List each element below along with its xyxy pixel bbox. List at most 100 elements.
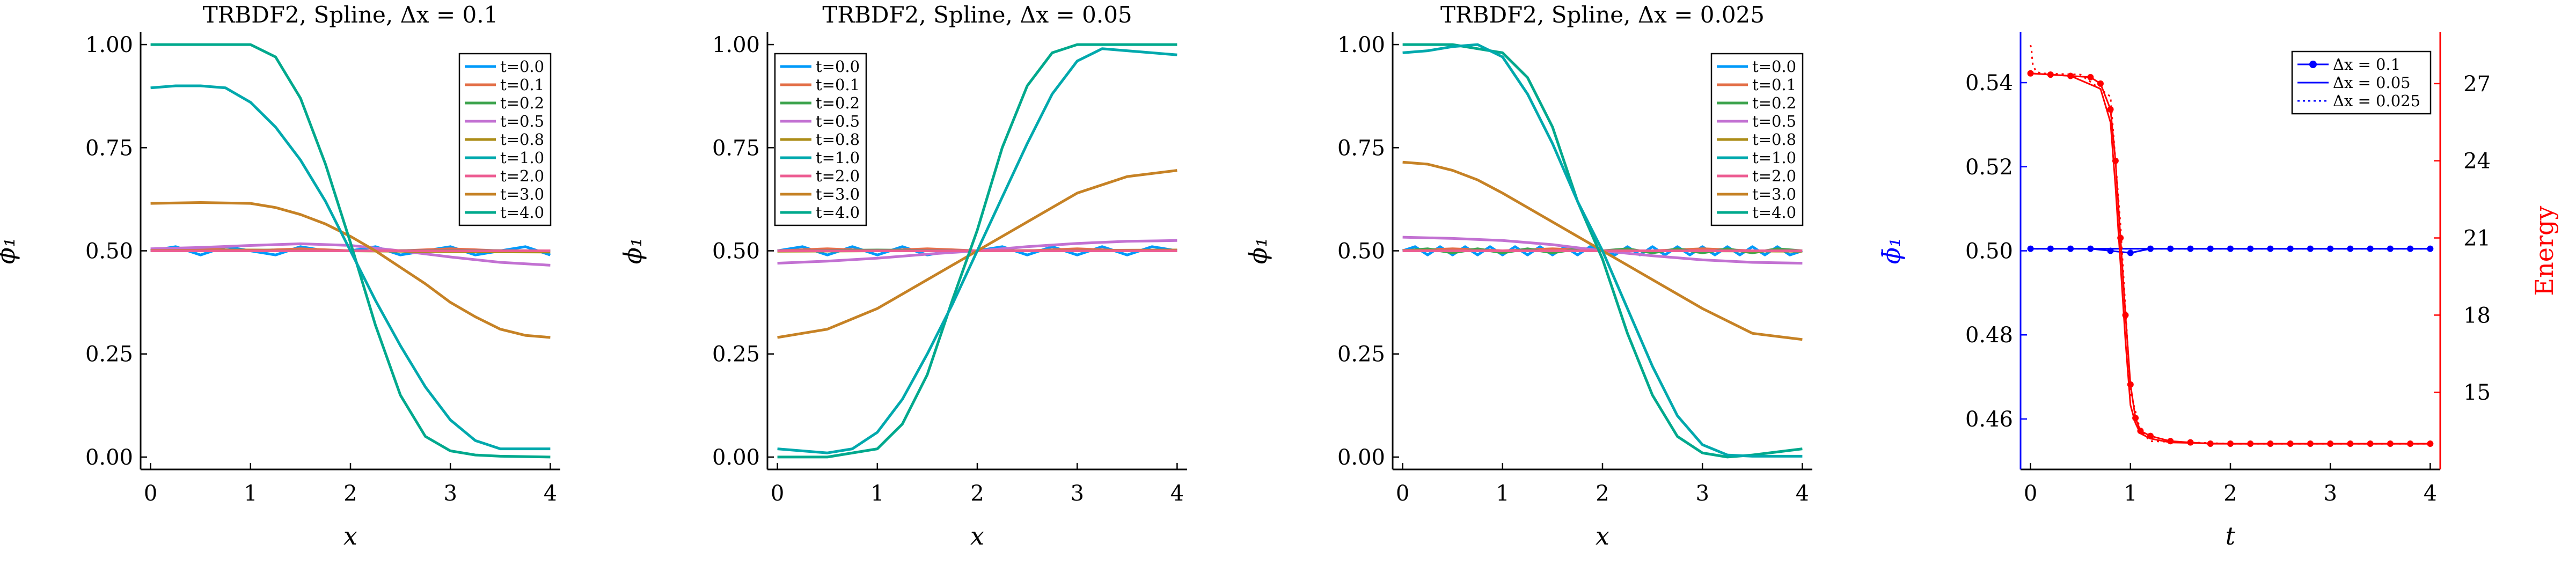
legend-entry: Δx = 0.05 <box>2333 73 2411 92</box>
legend-entry: t=0.2 <box>500 94 544 112</box>
legend-entry: Δx = 0.025 <box>2333 92 2420 110</box>
x-tick-label: 2 <box>343 481 357 506</box>
legend-entry: t=0.1 <box>816 76 860 94</box>
x-tick-label: 2 <box>2223 481 2237 506</box>
x-tick-label: 3 <box>1070 481 1084 506</box>
series-3-marker <box>2097 80 2104 87</box>
x-tick-label: 3 <box>1695 481 1709 506</box>
y-tick-label: 0.50 <box>712 239 760 264</box>
y-tick-label: 0.75 <box>85 136 133 160</box>
x-axis-label: x <box>1596 521 1609 550</box>
series-3-marker <box>2087 73 2094 80</box>
x-tick-label: 3 <box>443 481 457 506</box>
legend-entry: t=0.2 <box>816 94 860 112</box>
plot-area <box>150 43 551 459</box>
y-tick-label: 0.50 <box>85 239 133 264</box>
legend-entry: t=1.0 <box>1752 149 1796 167</box>
series-line-5 <box>2030 45 2431 445</box>
y-tick-label: 1.00 <box>85 33 133 57</box>
x-tick-label: 4 <box>544 481 557 506</box>
series-3-marker <box>2107 106 2114 113</box>
y-tick-label: 0.52 <box>1965 155 2013 180</box>
x-axis-label: t <box>2226 521 2236 550</box>
y-tick-label: 0.25 <box>1337 342 1385 367</box>
x-tick-label: 0 <box>771 481 784 506</box>
y-tick-label: 0.50 <box>1337 239 1385 264</box>
series-line-9 <box>150 84 551 451</box>
legend-entry: t=0.8 <box>816 130 860 149</box>
x-tick-label: 4 <box>1170 481 1184 506</box>
y-axis-label: ϕ₁ <box>618 238 647 264</box>
y-tick-label: 0.75 <box>1337 136 1385 160</box>
y-axis-label: ϕ₁ <box>0 238 20 264</box>
y-tick-label: 0.25 <box>85 342 133 367</box>
legend-entry: t=0.8 <box>500 130 544 149</box>
x-tick-label: 1 <box>1496 481 1509 506</box>
x-tick-label: 3 <box>2323 481 2337 506</box>
y2-tick-label: 15 <box>2463 380 2491 405</box>
chart-panel-dx-0.05: TRBDF2, Spline, Δx = 0.05 0 1 2 3 4 0.00 0.25 0.… <box>618 2 1187 550</box>
x-tick-label: 2 <box>1596 481 1609 506</box>
series-line-9 <box>777 47 1177 454</box>
legend-entry: t=0.5 <box>500 112 544 130</box>
series-line-9 <box>1402 43 1803 458</box>
plot-area <box>777 43 1177 459</box>
chart-title: TRBDF2, Spline, Δx = 0.025 <box>1440 2 1765 28</box>
x-tick-label: 4 <box>2424 481 2437 506</box>
chart-title: TRBDF2, Spline, Δx = 0.1 <box>203 2 499 28</box>
legend-entry: t=0.0 <box>816 57 860 76</box>
chart-panel-dx-0.1: TRBDF2, Spline, Δx = 0.1 0 1 2 3 4 0.00 0.25 0.5… <box>0 2 560 550</box>
x-tick-label: 1 <box>2124 481 2137 506</box>
chart-title: TRBDF2, Spline, Δx = 0.05 <box>822 2 1132 28</box>
legend-entry: t=3.0 <box>816 185 860 203</box>
plot-area <box>1402 43 1803 459</box>
legend: t=0.0t=0.1t=0.2t=0.5t=0.8t=1.0t=2.0t=3.0… <box>458 53 552 226</box>
y2-tick-label: 24 <box>2463 149 2491 174</box>
y2-tick-label: 18 <box>2463 303 2491 328</box>
series-line-8 <box>150 43 551 459</box>
y-tick-label: 1.00 <box>712 33 760 57</box>
legend-entry: t=2.0 <box>1752 167 1796 185</box>
x-tick-label: 1 <box>244 481 257 506</box>
y-tick-label: 0.48 <box>1965 323 2013 348</box>
series-line-7 <box>1402 160 1803 341</box>
legend-entry: Δx = 0.1 <box>2333 55 2401 73</box>
legend-entry: t=4.0 <box>816 203 860 222</box>
legend-entry: t=0.1 <box>1752 76 1796 94</box>
x-axis-label: x <box>970 521 984 550</box>
x-tick-label: 2 <box>970 481 984 506</box>
x-tick-label: 0 <box>1396 481 1409 506</box>
series-line-3 <box>2030 72 2431 445</box>
legend: t=0.0t=0.1t=0.2t=0.5t=0.8t=1.0t=2.0t=3.0… <box>774 53 867 226</box>
x-tick-label: 0 <box>144 481 157 506</box>
legend-entry: t=0.2 <box>1752 94 1796 112</box>
legend-entry: t=0.1 <box>500 76 544 94</box>
legend-entry: t=4.0 <box>1752 203 1796 222</box>
legend-entry: t=3.0 <box>1752 185 1796 203</box>
legend-entry: t=0.5 <box>1752 112 1796 130</box>
chart-panel-dx-0.025: TRBDF2, Spline, Δx = 0.025 0 1 2 3 4 0.00 0.25 0… <box>1243 2 1812 550</box>
legend: t=0.0t=0.1t=0.2t=0.5t=0.8t=1.0t=2.0t=3.0… <box>1710 53 1804 226</box>
y-tick-label: 0.50 <box>1965 239 2013 264</box>
series-line-7 <box>150 201 551 339</box>
y-tick-label: 0.00 <box>85 445 133 470</box>
y-tick-label: 0.00 <box>1337 445 1385 470</box>
y2-tick-label: 27 <box>2463 72 2491 97</box>
legend-entry: t=0.0 <box>1752 57 1796 76</box>
y-tick-label: 0.00 <box>712 445 760 470</box>
y-tick-label: 0.46 <box>1965 407 2013 432</box>
legend-marker <box>2309 61 2317 68</box>
y-axis-label: ϕ₁ <box>1243 238 1272 264</box>
series-line-8 <box>777 43 1177 459</box>
y-tick-label: 0.75 <box>712 136 760 160</box>
y-tick-label: 0.25 <box>712 342 760 367</box>
legend-entry: t=1.0 <box>816 149 860 167</box>
legend-entry: t=3.0 <box>500 185 544 203</box>
legend-entry: t=1.0 <box>500 149 544 167</box>
y2-tick-label: 21 <box>2463 226 2491 251</box>
legend-entry: t=0.8 <box>1752 130 1796 149</box>
legend-entry: t=0.5 <box>816 112 860 130</box>
